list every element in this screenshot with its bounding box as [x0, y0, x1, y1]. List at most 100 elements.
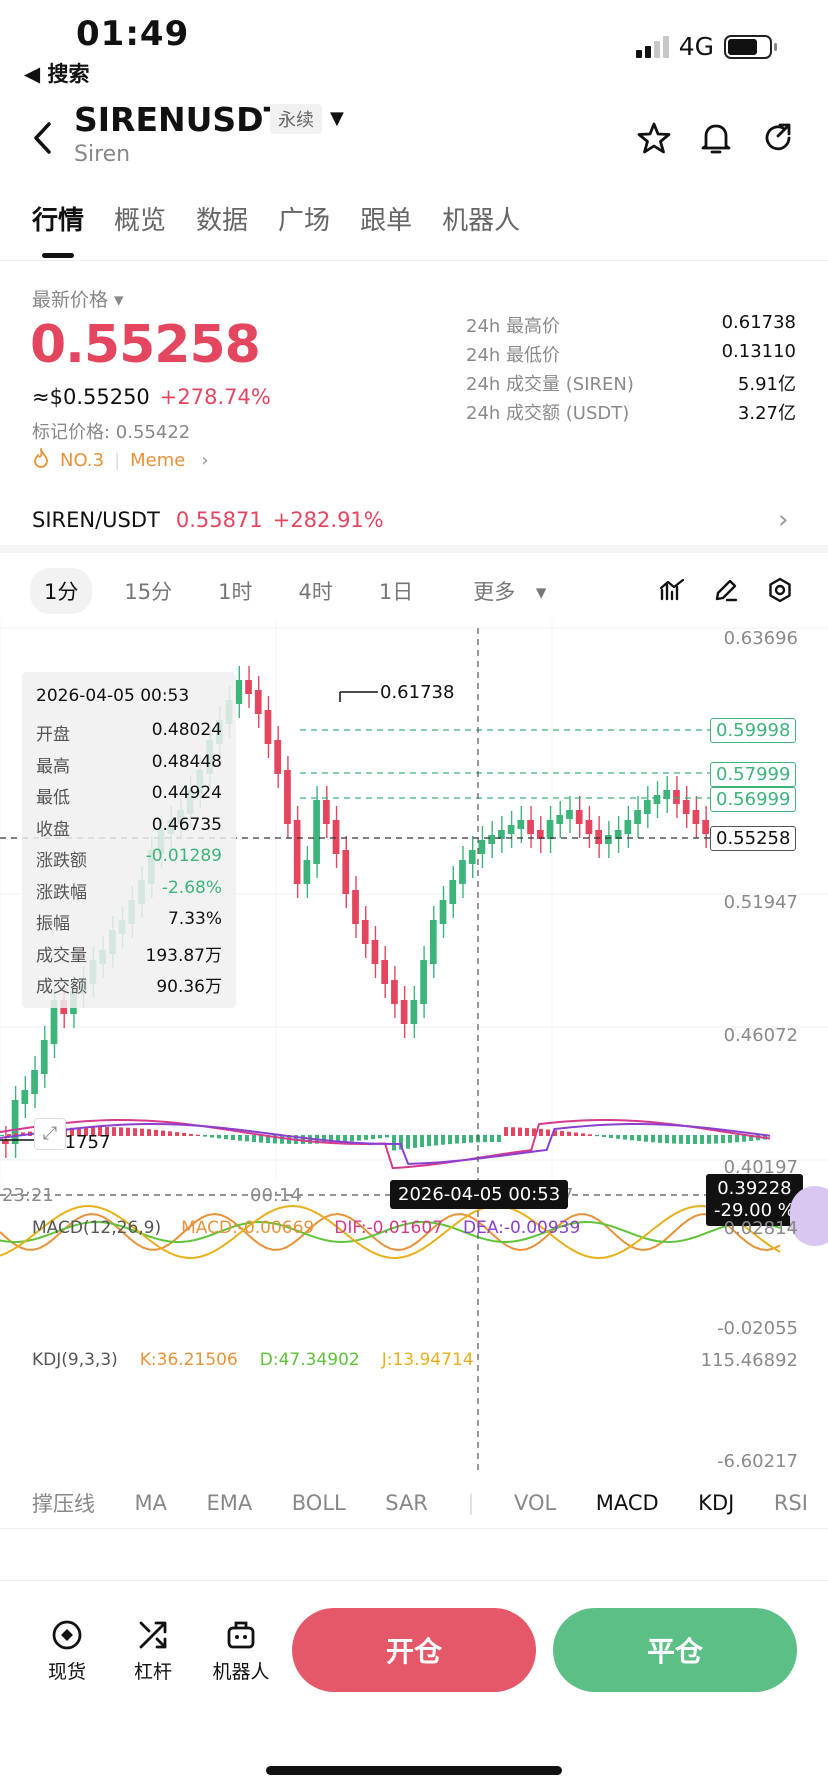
ind-tab-sar[interactable]: SAR: [385, 1491, 428, 1515]
info-value: 0.48024: [151, 720, 222, 740]
macd-bar: [588, 1134, 592, 1136]
draw-pen-icon[interactable]: [706, 570, 746, 610]
indicator-tabs: 撑压线 MA EMA BOLL SAR | VOL MACD KDJ RSI: [32, 1488, 828, 1518]
chevron-right-icon[interactable]: ›: [778, 505, 789, 535]
ind-tab-ema[interactable]: EMA: [206, 1491, 253, 1515]
macd-bar: [329, 1135, 333, 1143]
back-icon[interactable]: [22, 118, 62, 158]
macd-bar: [525, 1127, 529, 1136]
candle-body: [478, 840, 486, 854]
macd-bar: [553, 1130, 557, 1136]
macd-axis-top: 0.02814: [723, 1218, 798, 1239]
ind-tab-boll[interactable]: BOLL: [291, 1491, 346, 1515]
tab-data[interactable]: 数据: [196, 206, 249, 236]
tab-square[interactable]: 广场: [278, 206, 331, 236]
candle-body: [410, 1000, 418, 1024]
y-axis-label: 0.40197: [723, 1157, 798, 1178]
status-icons: 4G: [635, 32, 777, 61]
close-position-button[interactable]: 平仓: [553, 1608, 797, 1692]
macd-bar: [511, 1127, 515, 1136]
crosshair-pct: -29.00 %: [714, 1200, 795, 1221]
tag-row[interactable]: NO.3 | Meme ›: [32, 448, 209, 473]
macd-bar: [224, 1135, 228, 1140]
latest-price-label[interactable]: 最新价格 ▾: [32, 289, 124, 311]
candle-body: [40, 1040, 48, 1074]
info-row: 最高 0.48448: [36, 752, 222, 784]
price-subline: ≈$0.55250 +278.74%: [32, 385, 271, 409]
ind-tab-kdj[interactable]: KDJ: [698, 1491, 735, 1515]
crosshair-price: 0.39228: [717, 1178, 792, 1199]
macd-bar: [147, 1129, 151, 1136]
open-position-button[interactable]: 开仓: [292, 1608, 536, 1692]
floating-assistant-bubble[interactable]: [790, 1186, 828, 1246]
tf-15m[interactable]: 15分: [124, 580, 173, 604]
star-icon[interactable]: [634, 118, 674, 158]
settings-icon[interactable]: [760, 570, 800, 610]
macd-bar: [280, 1135, 284, 1144]
ind-tab-vol[interactable]: VOL: [513, 1491, 557, 1515]
macd-bar: [119, 1127, 123, 1136]
macd-bar: [0, 1135, 4, 1136]
price-level-tag[interactable]: 0.56999: [710, 787, 797, 812]
indicator-icon[interactable]: [652, 570, 692, 610]
macd-bar: [84, 1127, 88, 1136]
back-to-search[interactable]: ◀ 搜索: [24, 62, 90, 86]
tf-1h[interactable]: 1时: [218, 580, 253, 604]
nav-margin[interactable]: 杠杆: [118, 1618, 188, 1684]
candle-body: [11, 1100, 19, 1144]
candle-body: [566, 810, 573, 819]
symbol-title[interactable]: SIRENUSDT: [74, 100, 287, 139]
candle-body: [595, 830, 603, 844]
macd-bar: [98, 1127, 102, 1136]
candle-body: [634, 810, 641, 824]
share-icon[interactable]: [758, 118, 798, 158]
macd-bar: [644, 1135, 648, 1142]
tf-1m[interactable]: 1分: [30, 568, 93, 614]
tab-copy-trading[interactable]: 跟单: [360, 206, 413, 236]
candle-body: [352, 890, 359, 924]
bell-icon[interactable]: [696, 118, 736, 158]
ind-tab-rsi[interactable]: RSI: [773, 1491, 808, 1515]
candle-body: [517, 820, 525, 829]
macd-bar: [679, 1135, 683, 1144]
tab-market[interactable]: 行情: [32, 206, 85, 236]
candle-body: [498, 830, 505, 839]
home-indicator[interactable]: [266, 1766, 562, 1775]
tf-more[interactable]: 更多 ▾: [445, 568, 560, 614]
macd-bar: [343, 1135, 347, 1142]
y-axis-label: 0.63696: [723, 628, 798, 649]
dif-value: DIF:-0.01607: [334, 1218, 443, 1238]
expand-icon[interactable]: ⤢: [34, 1118, 66, 1150]
macd-bar: [721, 1135, 725, 1144]
tf-4h[interactable]: 4时: [298, 580, 333, 604]
kline-chart[interactable]: [0, 620, 828, 1480]
info-value: 0.44924: [151, 783, 222, 803]
symbol-dropdown-icon[interactable]: ▼: [330, 108, 344, 129]
macd-bar: [665, 1135, 669, 1144]
ind-tab-macd[interactable]: MACD: [595, 1491, 659, 1515]
stat-value: 3.27亿: [737, 403, 796, 424]
tab-overview[interactable]: 概览: [114, 206, 167, 236]
price-level-tag[interactable]: 0.59998: [710, 718, 797, 743]
stat-value: 0.61738: [721, 312, 796, 333]
nav-bots[interactable]: 机器人: [206, 1618, 276, 1684]
chevron-right-icon: ›: [201, 450, 209, 471]
macd-bar: [210, 1135, 214, 1138]
tab-bots[interactable]: 机器人: [442, 206, 521, 236]
info-time: 2026-04-05 00:53: [36, 686, 190, 706]
candle-body: [381, 960, 389, 984]
crosshair-price-tag: 0.39228 -29.00 %: [706, 1174, 803, 1226]
nav-spot[interactable]: 现货: [32, 1618, 102, 1684]
spot-pair-row[interactable]: SIREN/USDT 0.55871 +282.91%: [32, 508, 384, 532]
macd-bar: [574, 1132, 578, 1136]
ind-tab-support[interactable]: 撑压线: [32, 1492, 95, 1516]
price-level-tag[interactable]: 0.57999: [710, 762, 797, 787]
tf-1d[interactable]: 1日: [378, 580, 414, 604]
ind-tab-ma[interactable]: MA: [134, 1491, 167, 1515]
candle-body: [264, 710, 272, 744]
high-price-label: 0.61738: [380, 682, 455, 703]
candle-body: [420, 960, 427, 1004]
kdj-axis-top: 115.46892: [700, 1350, 798, 1371]
macd-bar: [595, 1135, 599, 1137]
macd-bar: [532, 1128, 536, 1136]
